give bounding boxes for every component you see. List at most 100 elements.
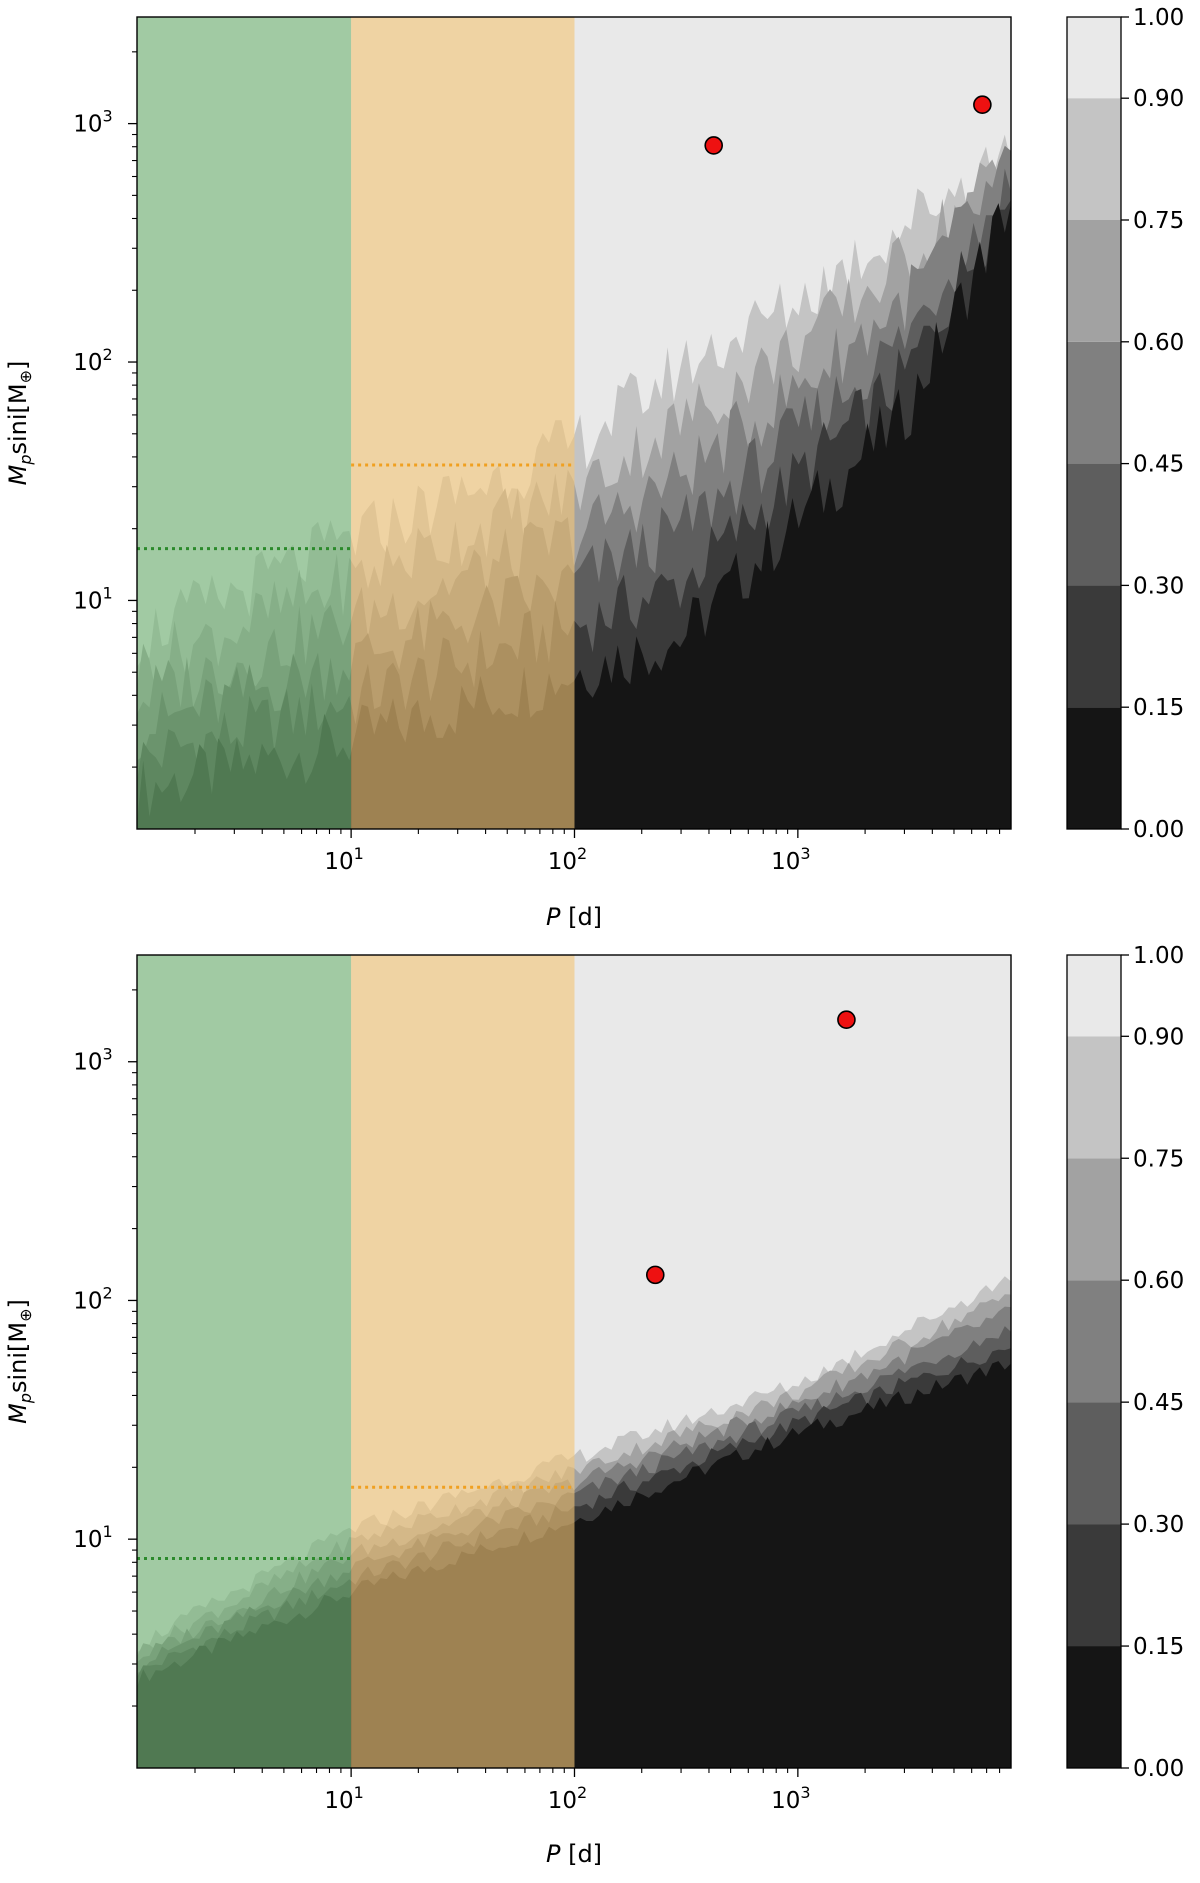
colorbar-segment-5 [1067,98,1121,220]
y-tick-exponent: 3 [103,1045,113,1064]
x-tick-label: 102 [548,1783,587,1814]
colorbar-segment-0 [1067,707,1121,829]
colorbar-tick-label: 0.45 [1133,452,1184,478]
x-tick-label: 102 [548,844,587,875]
x-axis-variable: P [546,1840,561,1868]
y-axis-label: Mpsini[M⊕] [4,1299,35,1424]
colorbar-tick-label: 0.60 [1133,1268,1184,1294]
period-band-1 [351,17,575,829]
colorbar-segment-4 [1067,220,1121,342]
x-tick-exponent: 1 [354,1783,364,1802]
y-tick-exponent: 2 [103,1283,113,1302]
x-tick-base: 10 [548,849,577,875]
y-tick-exponent: 1 [103,583,113,602]
x-tick-exponent: 3 [800,1783,810,1802]
colorbar-tick-label: 0.30 [1133,1512,1184,1538]
colorbar-segment-1 [1067,1524,1121,1647]
x-axis-unit: [d] [568,903,602,931]
planet-marker-1 [973,95,992,115]
y-tick-base: 10 [73,1288,102,1314]
period-band-0 [137,17,352,829]
colorbar-segment-2 [1067,1402,1121,1525]
y-label-unit-open: [M [4,1322,32,1352]
y-tick-base: 10 [73,350,102,376]
x-tick-exponent: 2 [577,1783,587,1802]
colorbar: 0.00 0.15 0.30 0.45 0.60 0.75 0.90 1.00 [1066,943,1184,1782]
y-tick-label: 101 [73,1522,112,1553]
y-tick-label: 102 [73,345,112,376]
x-tick-base: 10 [324,1788,353,1814]
colorbar-segment-3 [1067,1280,1121,1403]
y-tick-base: 10 [73,588,102,614]
colorbar-segment-3 [1067,341,1121,464]
plot-area [137,955,1011,1768]
colorbar-tick-label: 0.75 [1133,1146,1184,1172]
colorbar-tick-label: 0.90 [1133,1024,1184,1050]
colorbar-frame [1066,16,1122,830]
x-tick-base: 10 [324,849,353,875]
y-label-m: M [4,1403,32,1424]
y-label-unit-sub: ⊕ [16,1308,35,1321]
colorbar-tick-label: 0.15 [1133,695,1184,721]
x-tick-label: 103 [771,844,810,875]
y-tick-label: 102 [73,1283,112,1314]
x-tick-base: 10 [771,1788,800,1814]
y-label-unit-close: ] [4,361,32,370]
colorbar-segment-5 [1067,1036,1121,1159]
x-axis-label: P [d] [546,903,602,931]
x-axis-label: P [d] [546,1840,602,1868]
colorbar-segment-0 [1067,1646,1121,1768]
colorbar-tick-label: 0.30 [1133,573,1184,599]
planet-marker-0 [645,1265,665,1285]
x-tick-base: 10 [771,849,800,875]
plot-area [137,17,1011,829]
y-label-m: M [4,464,32,485]
x-tick-label: 101 [324,844,363,875]
colorbar-tick-label: 0.00 [1133,1756,1184,1782]
y-label-sub: p [16,455,35,466]
colorbar-tick-label: 0.00 [1133,817,1184,843]
y-tick-base: 10 [73,112,102,138]
colorbar-frame [1066,954,1122,1769]
y-tick-label: 103 [73,1045,112,1076]
colorbar-tick-label: 0.60 [1133,330,1184,356]
colorbar-tick-label: 0.15 [1133,1634,1184,1660]
y-tick-base: 10 [73,1050,102,1076]
y-tick-exponent: 1 [103,1522,113,1541]
y-label-unit-open: [M [4,383,32,413]
x-tick-exponent: 2 [577,844,587,863]
x-tick-label: 103 [771,1783,810,1814]
y-label-sini: sini [4,413,32,454]
y-tick-base: 10 [73,1527,102,1553]
y-tick-label: 103 [73,107,112,138]
colorbar-tick-label: 1.00 [1133,5,1184,31]
colorbar-tick-label: 1.00 [1133,943,1184,969]
colorbar-tick-label: 0.75 [1133,208,1184,234]
x-axis-variable: P [546,903,561,931]
colorbar-segment-6 [1067,17,1121,99]
y-label-sub: p [16,1393,35,1404]
x-tick-exponent: 1 [354,844,364,863]
colorbar-tick-label: 0.45 [1133,1390,1184,1416]
y-tick-exponent: 2 [103,345,113,364]
colorbar-segment-1 [1067,585,1121,708]
planet-marker-0 [704,136,724,155]
x-tick-label: 101 [324,1783,363,1814]
colorbar-segment-4 [1067,1158,1121,1281]
period-band-1 [351,955,575,1768]
colorbar: 0.00 0.15 0.30 0.45 0.60 0.75 0.90 1.00 [1066,5,1184,843]
colorbar-segment-2 [1067,463,1121,586]
x-axis-space [560,1840,568,1868]
y-axis-label: Mpsini[M⊕] [4,361,35,486]
colorbar-segment-6 [1067,955,1121,1037]
planet-marker-1 [837,1010,856,1030]
colorbar-tick-label: 0.90 [1133,86,1184,112]
x-tick-exponent: 3 [800,844,810,863]
y-label-unit-close: ] [4,1299,32,1308]
y-tick-exponent: 3 [103,107,113,126]
y-tick-label: 101 [73,583,112,614]
contour-band-0 [137,203,1011,829]
y-label-sini: sini [4,1352,32,1393]
